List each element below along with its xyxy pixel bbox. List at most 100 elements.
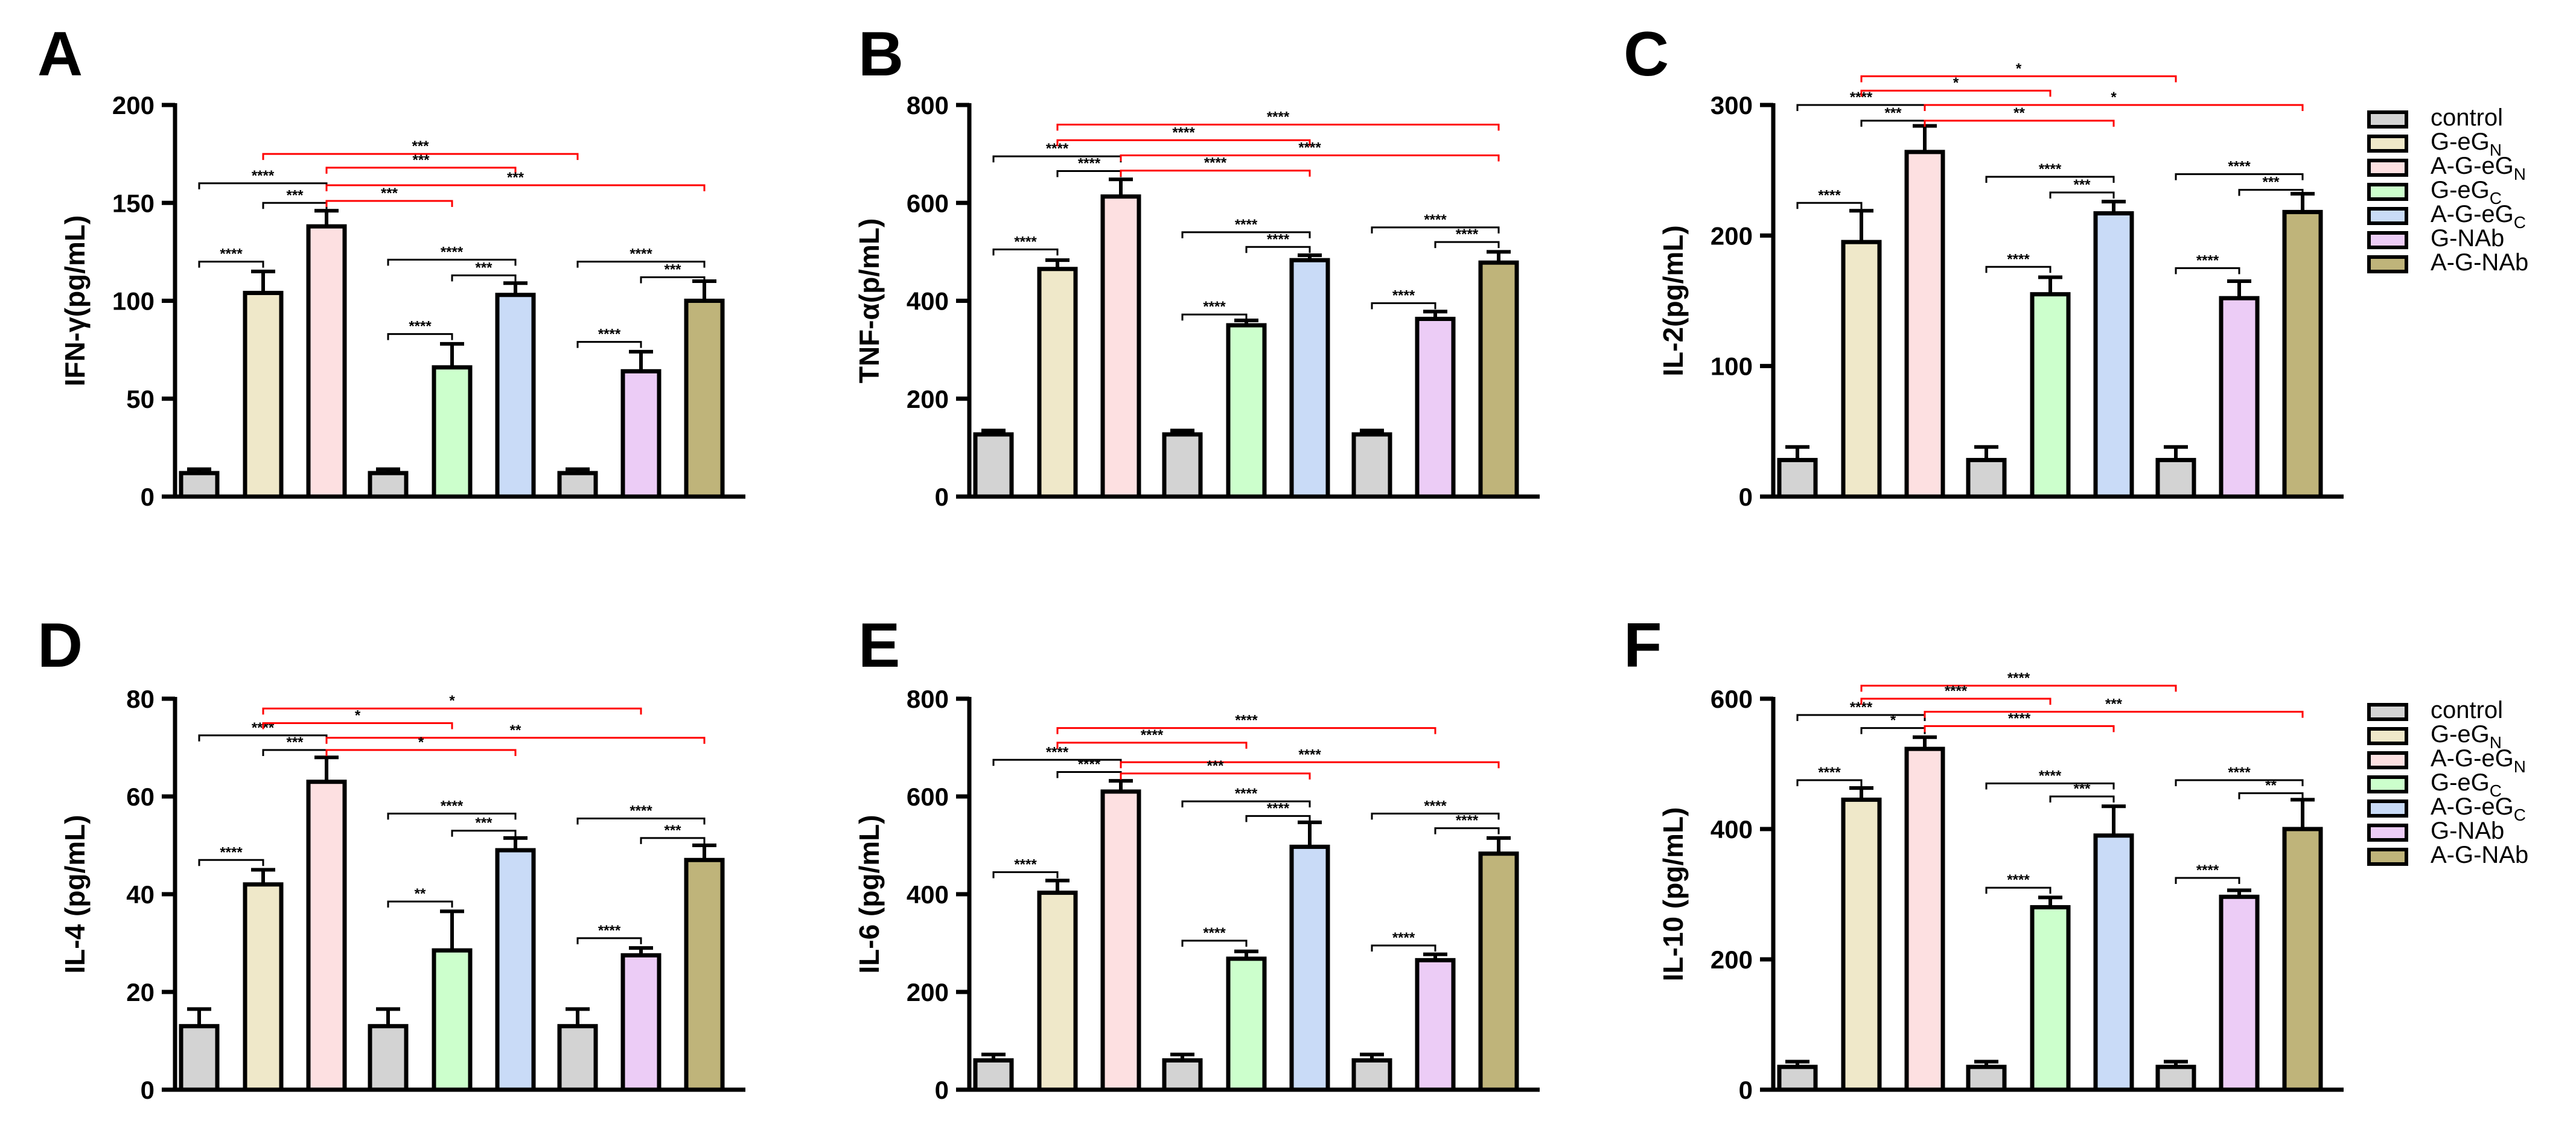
- within-group-bracket: [198, 734, 328, 742]
- within-group-bracket: [1181, 800, 1311, 808]
- between-group-bracket: [1056, 742, 1248, 749]
- within-group-bracket: [451, 830, 517, 837]
- within-group-bracket: [1181, 313, 1248, 321]
- significance-label: ****: [2039, 767, 2062, 784]
- between-group-bracket: [1120, 772, 1311, 780]
- between-group-bracket: [1860, 698, 2052, 705]
- significance-label: ****: [2196, 252, 2219, 269]
- y-tick-label: 100: [112, 287, 155, 316]
- within-group-bracket: [2175, 173, 2304, 180]
- significance-label: *: [1953, 75, 1959, 91]
- significance-label: ****: [1424, 212, 1447, 228]
- between-group-bracket: [325, 749, 517, 757]
- significance-label: ***: [381, 185, 398, 202]
- significance-label: ****: [1424, 798, 1447, 814]
- within-group-bracket: [1056, 170, 1122, 177]
- significance-label: ****: [1204, 155, 1227, 171]
- panel-letter: D: [37, 611, 83, 681]
- significance-label: ***: [664, 262, 681, 278]
- bar: [368, 471, 409, 499]
- significance-label: ***: [2262, 174, 2280, 191]
- significance-label: ****: [1235, 786, 1258, 802]
- bar: [557, 471, 598, 499]
- y-axis-label: IL-10 (pg/mL): [1657, 807, 1689, 982]
- legend-label: G-NAb: [2431, 818, 2504, 844]
- between-group-bracket: [1120, 154, 1500, 162]
- panel-letter: C: [1624, 19, 1669, 89]
- y-tick-label: 40: [126, 880, 155, 909]
- within-group-bracket: [1860, 727, 1926, 734]
- significance-label: ***: [507, 170, 524, 186]
- within-group-bracket: [1985, 886, 2052, 894]
- within-group-bracket: [1371, 302, 1436, 310]
- within-group-bracket: [387, 333, 453, 340]
- legend-label: G-eGC: [2431, 769, 2502, 800]
- between-group-bracket: [1860, 684, 2177, 692]
- significance-label: **: [415, 886, 426, 902]
- significance-label: ****: [1456, 226, 1479, 243]
- within-group-bracket: [451, 274, 517, 282]
- legend-label: A-G-NAb: [2431, 842, 2528, 868]
- between-group-bracket: [1924, 711, 2304, 718]
- legend-label: G-eGC: [2431, 177, 2502, 208]
- significance-label: ***: [2073, 781, 2091, 797]
- bar: [243, 882, 284, 1092]
- within-group-bracket: [1245, 246, 1311, 253]
- legend-label: control: [2431, 104, 2503, 131]
- bar: [2155, 1064, 2196, 1092]
- bar: [973, 432, 1014, 499]
- y-tick-label: 200: [1710, 945, 1753, 974]
- legend-swatch: [2367, 799, 2408, 818]
- bar: [1966, 457, 2007, 499]
- bar: [2282, 209, 2323, 499]
- bar: [2030, 292, 2071, 499]
- within-group-bracket: [1181, 231, 1311, 238]
- within-group-bracket: [1434, 241, 1500, 249]
- significance-label: ****: [630, 246, 652, 262]
- legend-label: G-eGN: [2431, 129, 2502, 159]
- significance-label: ***: [2073, 177, 2091, 193]
- between-group-bracket: [1056, 727, 1436, 734]
- bar: [1415, 958, 1456, 1092]
- bar: [1777, 1064, 1818, 1092]
- significance-label: *: [2016, 60, 2022, 77]
- significance-label: ****: [2007, 872, 2030, 888]
- within-group-bracket: [640, 276, 706, 284]
- y-tick-label: 600: [1710, 685, 1753, 713]
- y-tick-label: 0: [935, 1076, 949, 1104]
- bar: [1478, 260, 1519, 499]
- significance-label: **: [2013, 105, 2025, 121]
- between-group-bracket: [1924, 725, 2115, 732]
- significance-label: ***: [475, 259, 493, 276]
- significance-label: ***: [1884, 105, 1902, 121]
- y-axis-label: IL-6 (pg/mL): [853, 815, 885, 973]
- bar: [620, 953, 662, 1092]
- y-axis-label: IL-4 (pg/mL): [59, 815, 91, 973]
- bar: [1415, 317, 1456, 499]
- within-group-bracket: [1056, 771, 1122, 778]
- between-group-bracket: [262, 707, 642, 715]
- significance-label: ***: [2105, 696, 2123, 713]
- y-tick-label: 400: [907, 287, 949, 316]
- within-group-bracket: [2238, 792, 2304, 799]
- significance-label: ****: [2007, 670, 2030, 686]
- legend-label: control: [2431, 697, 2503, 723]
- within-group-bracket: [262, 202, 328, 209]
- significance-label: ****: [598, 923, 621, 939]
- panel-letter: E: [858, 611, 900, 681]
- bar: [243, 291, 284, 499]
- y-tick-label: 200: [907, 978, 949, 1006]
- bar: [179, 471, 220, 499]
- within-group-bracket: [2238, 189, 2304, 196]
- bar: [2030, 905, 2071, 1092]
- significance-label: *: [418, 734, 424, 751]
- within-group-bracket: [1796, 714, 1926, 721]
- within-group-bracket: [2049, 191, 2115, 199]
- y-axis-label: IL-2(pg/mL): [1657, 225, 1689, 376]
- significance-label: ****: [2007, 251, 2030, 267]
- bar: [2155, 457, 2196, 499]
- between-group-bracket: [1924, 104, 2304, 111]
- within-group-bracket: [1985, 265, 2052, 273]
- significance-label: ****: [1267, 231, 1290, 247]
